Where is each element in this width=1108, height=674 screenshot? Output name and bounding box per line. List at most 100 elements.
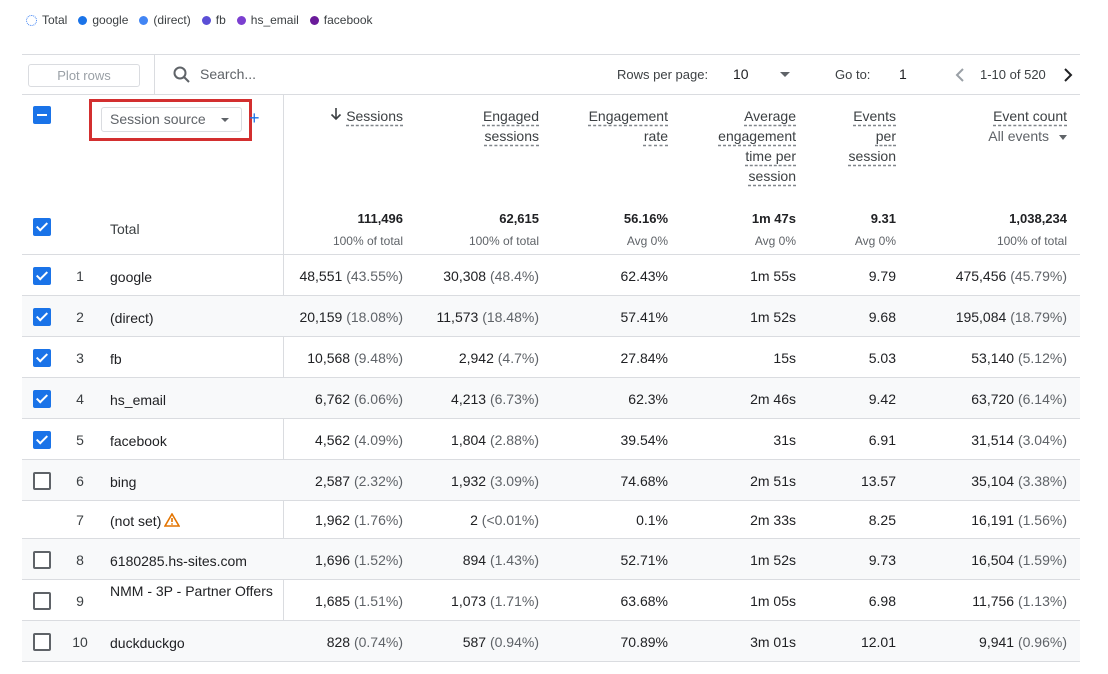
legend-item[interactable]: fb — [201, 12, 226, 28]
row-checkbox[interactable] — [33, 267, 51, 285]
legend-item[interactable]: google — [78, 12, 128, 28]
cell-percentage: (48.4%) — [489, 268, 539, 284]
legend-item[interactable]: Total — [26, 12, 67, 28]
cell-value: 1,932 — [451, 473, 487, 489]
sort-down-arrow-icon[interactable] — [330, 106, 342, 126]
table-row[interactable]: 7 (not set) 1,962 (1.76%) 2 (<0.01%) 0.1% 2m … — [22, 501, 1080, 539]
row-dimension-value[interactable]: NMM - 3P - Partner Offers — [110, 581, 275, 601]
cell-value: 20,159 — [299, 309, 343, 325]
column-header-text: Average — [744, 108, 796, 124]
total-subtext: Avg 0% — [626, 234, 668, 248]
legend-item[interactable]: facebook — [309, 12, 373, 28]
cell-events: 475,456 (45.79%) — [956, 268, 1067, 284]
column-header-eps[interactable]: Events per session — [849, 106, 896, 166]
cell-sessions: 1,962 (1.76%) — [315, 512, 403, 528]
column-header-engaged[interactable]: Engaged sessions — [483, 106, 539, 146]
event-filter-select[interactable]: All events — [988, 126, 1067, 146]
chevron-down-icon[interactable] — [780, 72, 790, 77]
go-to-input[interactable]: 1 — [899, 66, 907, 82]
cell-value: 9,941 — [979, 634, 1015, 650]
rows-per-page-label: Rows per page: — [617, 67, 709, 82]
table-row[interactable]: 3 fb 10,568 (9.48%) 2,942 (4.7%) 27.84% 15s 5.… — [22, 337, 1080, 378]
row-dimension-value[interactable]: (direct) — [110, 308, 275, 328]
row-checkbox[interactable] — [33, 308, 51, 326]
chevron-left-icon[interactable] — [952, 65, 968, 85]
row-checkbox[interactable] — [33, 472, 51, 490]
cell-eps: 9.79 — [869, 268, 896, 284]
row-checkbox[interactable] — [33, 592, 51, 610]
row-dimension-value[interactable]: hs_email — [110, 390, 275, 410]
total-row: Total 111,496 100% of total 62,615 100% of … — [22, 198, 1080, 255]
cell-engrate: 52.71% — [621, 552, 668, 568]
warning-icon[interactable] — [163, 512, 181, 527]
row-checkbox[interactable] — [33, 390, 51, 408]
legend-label: facebook — [323, 13, 373, 27]
dimension-select[interactable]: Session source — [101, 107, 242, 132]
column-header-sessions[interactable]: Sessions — [330, 106, 403, 126]
table-row[interactable]: 10 duckduckgo 828 (0.74%) 587 (0.94%) 70.89%… — [22, 621, 1080, 662]
total-checkbox[interactable] — [33, 218, 51, 236]
column-header-eventcount[interactable]: Event count All events — [988, 106, 1067, 146]
select-all-checkbox[interactable] — [33, 106, 51, 124]
row-checkbox[interactable] — [33, 349, 51, 367]
cell-percentage: (1.71%) — [489, 593, 539, 609]
table-row[interactable]: 5 facebook 4,562 (4.09%) 1,804 (2.88%) 39.54… — [22, 419, 1080, 460]
cell-percentage: (0.74%) — [353, 634, 403, 650]
row-dimension-value[interactable]: duckduckgo — [110, 633, 275, 653]
chevron-down-icon — [1059, 134, 1067, 140]
legend-item[interactable]: hs_email — [236, 12, 299, 28]
cell-value: 1,685 — [315, 593, 351, 609]
row-dimension-value[interactable]: google — [110, 267, 275, 287]
cell-value: 15s — [773, 350, 796, 366]
cell-value: 30,308 — [443, 268, 487, 284]
cell-value: 475,456 — [955, 268, 1007, 284]
legend-label: google — [92, 13, 129, 27]
cell-engaged: 1,073 (1.71%) — [451, 593, 539, 609]
row-checkbox[interactable] — [33, 431, 51, 449]
column-header-avgtime[interactable]: Average engagement time per session — [718, 106, 796, 186]
cell-value: 48,551 — [299, 268, 343, 284]
cell-percentage: (2.88%) — [489, 432, 539, 448]
cell-avgtime: 1m 52s — [750, 552, 796, 568]
cell-sessions: 1,685 (1.51%) — [315, 593, 403, 609]
row-checkbox[interactable] — [33, 551, 51, 569]
column-header-engrate[interactable]: Engagement rate — [589, 106, 668, 146]
row-dimension-value[interactable]: facebook — [110, 431, 275, 451]
cell-percentage: (6.14%) — [1017, 391, 1067, 407]
table-row[interactable]: 9 NMM - 3P - Partner Offers 1,685 (1.51%) 1… — [22, 580, 1080, 621]
table-row[interactable]: 8 6180285.hs-sites.com 1,696 (1.52%) 894 (1… — [22, 539, 1080, 580]
cell-engrate: 62.3% — [628, 391, 668, 407]
rows-per-page-select[interactable]: 10 — [733, 66, 749, 82]
column-header-text: Events — [853, 108, 896, 124]
cell-eps: 9.42 — [869, 391, 896, 407]
table-row[interactable]: 2 (direct) 20,159 (18.08%) 11,573 (18.48%) 5… — [22, 296, 1080, 337]
add-dimension-button[interactable]: + — [249, 108, 260, 128]
row-dimension-value[interactable]: 6180285.hs-sites.com — [110, 551, 275, 571]
total-value: 1m 47s — [751, 211, 796, 226]
table-row[interactable]: 6 bing 2,587 (2.32%) 1,932 (3.09%) 74.68% 2m … — [22, 460, 1080, 501]
cell-value: 35,104 — [971, 473, 1015, 489]
cell-avgtime: 1m 05s — [750, 593, 796, 609]
plot-rows-button[interactable]: Plot rows — [28, 64, 140, 87]
cell-eps: 6.98 — [869, 593, 896, 609]
cell-value: 1m 52s — [750, 309, 796, 325]
search-input[interactable] — [200, 66, 400, 82]
cell-sessions: 10,568 (9.48%) — [307, 350, 403, 366]
row-checkbox[interactable] — [33, 633, 51, 651]
chevron-right-icon[interactable] — [1060, 65, 1076, 85]
row-dimension-value[interactable]: bing — [110, 472, 275, 492]
table-row[interactable]: 1 google 48,551 (43.55%) 30,308 (48.4%) 62.4… — [22, 255, 1080, 296]
row-dimension-label: duckduckgo — [110, 635, 185, 651]
row-dimension-value[interactable]: fb — [110, 349, 275, 369]
search-icon[interactable] — [172, 65, 192, 85]
cell-value: 1,804 — [451, 432, 487, 448]
total-value: 1,038,234 — [1009, 211, 1067, 226]
legend-item[interactable]: (direct) — [139, 12, 191, 28]
table-row[interactable]: 4 hs_email 6,762 (6.06%) 4,213 (6.73%) 62.3%… — [22, 378, 1080, 419]
cell-value: 1m 05s — [750, 593, 796, 609]
row-dimension-value[interactable]: (not set) — [110, 511, 275, 531]
cell-value: 70.89% — [620, 634, 668, 650]
cell-value: 57.41% — [620, 309, 668, 325]
chevron-down-icon — [221, 118, 229, 122]
cell-percentage: (0.94%) — [489, 634, 539, 650]
